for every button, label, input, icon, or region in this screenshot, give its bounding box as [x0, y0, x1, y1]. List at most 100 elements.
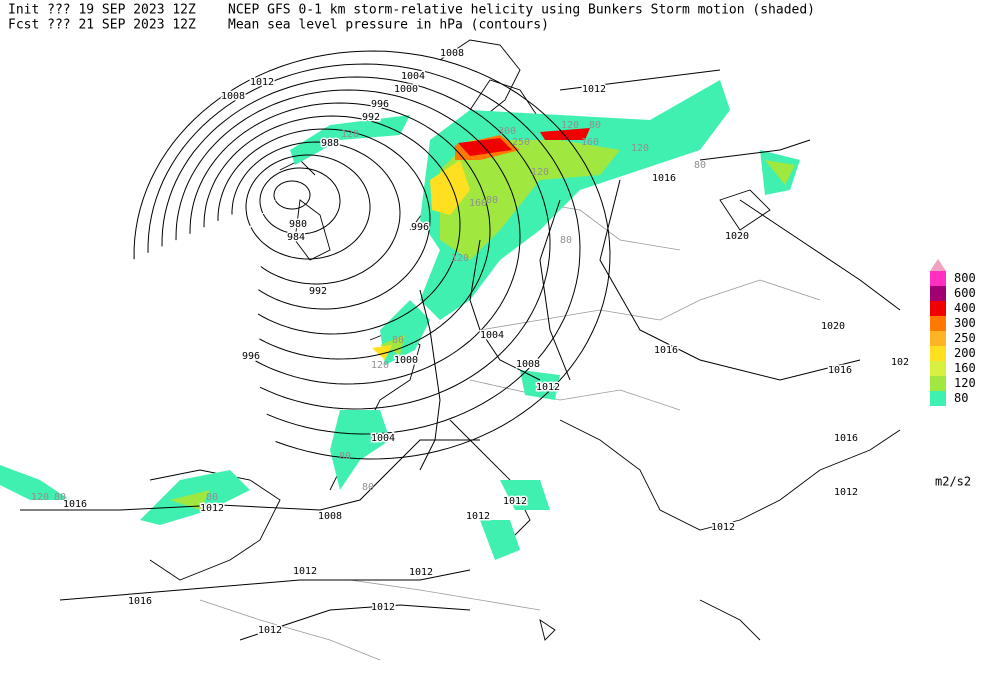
contour-label: 988 — [321, 138, 339, 149]
legend-label: 200 — [954, 346, 976, 360]
helicity-label: 80 — [54, 492, 66, 503]
legend-label: 160 — [954, 361, 976, 375]
contour-label: 1016 — [828, 365, 852, 376]
legend-swatch — [930, 271, 946, 286]
isobar — [133, 50, 611, 460]
contour-label: 1016 — [63, 499, 87, 510]
contour-label: 996 — [411, 222, 429, 233]
helicity-label: 120 — [31, 492, 49, 503]
contour-label: 992 — [362, 112, 380, 123]
helicity-shading — [0, 80, 800, 560]
legend-label: 800 — [954, 271, 976, 285]
legend-unit: m2/s2 — [935, 475, 971, 489]
isobar — [231, 141, 401, 285]
helicity-label: 80 — [206, 492, 218, 503]
contour-label: 1012 — [536, 382, 560, 393]
contour-label: 1012 — [466, 511, 490, 522]
helicity-label: 80 — [560, 235, 572, 246]
contour-label: 1016 — [834, 433, 858, 444]
legend-label: 600 — [954, 286, 976, 300]
isobar — [245, 154, 371, 260]
legend-label: 400 — [954, 301, 976, 315]
contour-label: 992 — [309, 286, 327, 297]
contour-label: 1012 — [503, 496, 527, 507]
contour-label: 1004 — [401, 71, 425, 82]
helicity-label: 160 — [469, 198, 487, 209]
helicity-label: 120 — [631, 143, 649, 154]
isobar — [175, 89, 521, 385]
contour-label: 1012 — [409, 567, 433, 578]
contour-label: 1008 — [318, 511, 342, 522]
contour-label: 1012 — [371, 602, 395, 613]
contour-label: 1012 — [258, 625, 282, 636]
contour-label: 1012 — [582, 84, 606, 95]
isobar — [203, 115, 461, 335]
isobar — [147, 63, 581, 435]
isobar — [273, 180, 311, 210]
legend-swatch — [930, 346, 946, 361]
contour-label: 1016 — [128, 596, 152, 607]
contour-label: 980 — [289, 219, 307, 230]
contour-label: 1012 — [200, 503, 224, 514]
helicity-label: 80 — [589, 120, 601, 131]
helicity-label: 120 — [451, 253, 469, 264]
contour-label: 1020 — [725, 231, 749, 242]
forecast-time: Fcst ??? 21 SEP 2023 12Z — [8, 18, 196, 33]
legend-swatch — [930, 391, 946, 406]
contour-label: 1016 — [654, 345, 678, 356]
legend-label: 80 — [954, 391, 968, 405]
helicity-label: 300 — [498, 126, 516, 137]
contour-label: 1012 — [711, 522, 735, 533]
isobar — [259, 167, 341, 235]
legend-swatch — [930, 316, 946, 331]
coastlines — [149, 39, 901, 661]
legend-label: 250 — [954, 331, 976, 345]
legend-swatch — [930, 361, 946, 376]
contour-label: 996 — [371, 99, 389, 110]
legend-swatch — [930, 301, 946, 316]
contour-labels: 1008 1012 1008 1004 1000 996 992 988 980 984 992 99… — [61, 47, 910, 638]
contour-label: 1000 — [394, 84, 418, 95]
contour-label: 1020 — [821, 321, 845, 332]
contour-label: 1000 — [394, 355, 418, 366]
contour-label: 1008 — [221, 91, 245, 102]
contour-label: 1008 — [440, 48, 464, 59]
contour-label: 1016 — [652, 173, 676, 184]
contour-label: 1012 — [834, 487, 858, 498]
legend-swatch — [930, 331, 946, 346]
helicity-label: 80 — [486, 195, 498, 206]
contour-label: 984 — [287, 232, 305, 243]
legend-label: 300 — [954, 316, 976, 330]
init-time: Init ??? 19 SEP 2023 12Z — [8, 3, 196, 18]
helicity-label: 80 — [339, 451, 351, 462]
helicity-label: 250 — [512, 137, 530, 148]
contour-label: 1012 — [250, 77, 274, 88]
contour-label: 996 — [242, 351, 260, 362]
isobar — [161, 76, 551, 410]
legend-label: 120 — [954, 376, 976, 390]
legend-arrow — [930, 259, 946, 271]
helicity-label: 160 — [581, 137, 599, 148]
contour-label: 1004 — [371, 433, 395, 444]
helicity-label: 80 — [362, 482, 374, 493]
helicity-label: 80 — [392, 335, 404, 346]
isobars — [20, 50, 901, 641]
contour-label: 1012 — [293, 566, 317, 577]
legend-swatch — [930, 376, 946, 391]
contour-title: Mean sea level pressure in hPa (contours… — [228, 18, 549, 33]
helicity-label: 120 — [371, 360, 389, 371]
contour-label: 102 — [891, 357, 909, 368]
contour-label: 1008 — [516, 359, 540, 370]
helicity-label: 120 — [561, 120, 579, 131]
helicity-label: 120 — [341, 129, 359, 140]
helicity-label: 80 — [694, 160, 706, 171]
shaded-title: NCEP GFS 0-1 km storm-relative helicity … — [228, 3, 815, 18]
isobar — [189, 102, 491, 360]
isobar — [217, 128, 431, 310]
contour-label: 1004 — [480, 330, 504, 341]
helicity-label: 120 — [531, 167, 549, 178]
